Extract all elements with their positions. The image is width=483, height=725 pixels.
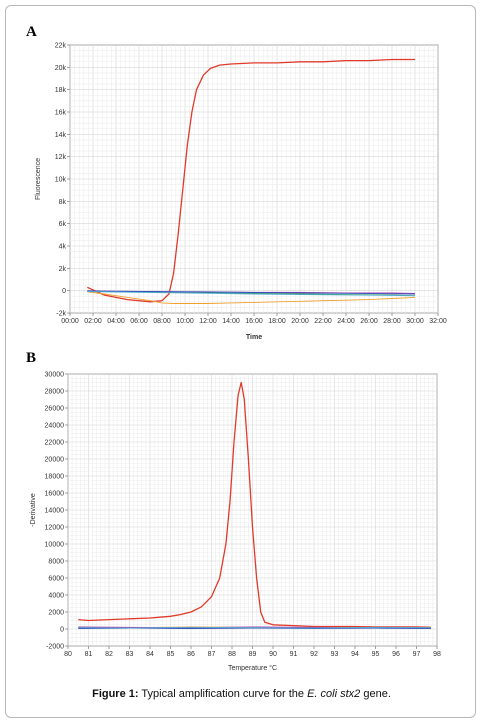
chart-b-series-line-1 bbox=[78, 381, 431, 628]
chart-a-x-tick-label: 18:00 bbox=[268, 318, 286, 325]
chart-b-x-tick-label: 85 bbox=[167, 651, 175, 658]
chart-a-y-tick-label: 18k bbox=[55, 87, 67, 94]
chart-b-x-tick-label: 93 bbox=[331, 651, 339, 658]
chart-a-x-axis-label: Time bbox=[246, 334, 262, 341]
chart-a-x-tick-label: 26:00 bbox=[360, 318, 378, 325]
chart-b-y-tick-label: 28000 bbox=[45, 389, 65, 396]
chart-a-x-tick-label: 06:00 bbox=[130, 318, 148, 325]
chart-b-x-axis-label: Temperature °C bbox=[228, 664, 277, 672]
chart-a-x-tick-label: 30:00 bbox=[406, 318, 424, 325]
chart-b-y-tick-label: 14000 bbox=[45, 508, 65, 515]
caption-text-before: Typical amplification curve for the bbox=[138, 688, 308, 700]
chart-b-x-tick-label: 80 bbox=[64, 651, 72, 658]
chart-a-x-tick-label: 22:00 bbox=[314, 318, 332, 325]
chart-b-x-tick-label: 90 bbox=[269, 651, 277, 658]
chart-b-series-line-6 bbox=[78, 626, 431, 629]
chart-a-x-tick-label: 12:00 bbox=[199, 318, 217, 325]
chart-b-y-tick-label: 6000 bbox=[48, 576, 64, 583]
chart-b-x-tick-label: 81 bbox=[85, 651, 93, 658]
panel-b-letter: B bbox=[26, 350, 36, 366]
chart-a-x-tick-label: 28:00 bbox=[383, 318, 401, 325]
chart-b-y-tick-label: 20000 bbox=[45, 457, 65, 464]
chart-b-x-tick-label: 88 bbox=[228, 651, 236, 658]
chart-a-y-tick-label: -2k bbox=[56, 311, 66, 318]
chart-a-x-tick-label: 14:00 bbox=[222, 318, 240, 325]
chart-b-y-tick-label: 16000 bbox=[45, 491, 65, 498]
figure-caption: Figure 1: Typical amplification curve fo… bbox=[0, 688, 483, 700]
chart-b-x-tick-label: 94 bbox=[351, 651, 359, 658]
chart-b-x-tick-label: 96 bbox=[392, 651, 400, 658]
chart-a-y-tick-label: 14k bbox=[55, 132, 67, 139]
chart-b-x-tick-label: 83 bbox=[126, 651, 134, 658]
chart-b-y-axis-label: -Derivative bbox=[30, 493, 37, 527]
caption-gene: stx2 bbox=[340, 688, 361, 700]
chart-b-y-tick-label: 24000 bbox=[45, 423, 65, 430]
chart-a-y-tick-label: 22k bbox=[55, 43, 67, 50]
chart-b: -2000 0 2000 4000 6000 8000 10000 12000 14000 160… bbox=[30, 372, 441, 673]
chart-b-y-tick-label: 8000 bbox=[48, 559, 64, 566]
caption-organism: E. coli bbox=[307, 688, 338, 700]
chart-a-series-line-2 bbox=[87, 291, 416, 304]
chart-b-x-tick-label: 95 bbox=[372, 651, 380, 658]
chart-a-x-tick-label: 32:00 bbox=[429, 318, 447, 325]
chart-b-x-tick-label: 82 bbox=[105, 651, 113, 658]
chart-a-y-tick-label: 6k bbox=[59, 221, 67, 228]
chart-b-y-tick-label: 0 bbox=[60, 627, 64, 634]
chart-a-x-tick-label: 04:00 bbox=[107, 318, 125, 325]
chart-a-y-tick-label: 0 bbox=[62, 288, 66, 295]
chart-b-x-tick-label: 87 bbox=[208, 651, 216, 658]
chart-b-y-tick-label: 10000 bbox=[45, 542, 65, 549]
caption-label: Figure 1: bbox=[92, 688, 139, 700]
chart-b-x-tick-label: 89 bbox=[249, 651, 257, 658]
chart-b-x-tick-label: 98 bbox=[433, 651, 441, 658]
chart-a-x-tick-label: 24:00 bbox=[337, 318, 355, 325]
chart-b-y-tick-label: 26000 bbox=[45, 406, 65, 413]
chart-a-y-axis-label: Fluorescence bbox=[35, 158, 42, 200]
chart-a-x-tick-label: 02:00 bbox=[84, 318, 102, 325]
chart-b-x-tick-label: 97 bbox=[413, 651, 421, 658]
chart-a-x-tick-label: 08:00 bbox=[153, 318, 171, 325]
chart-a-y-tick-label: 8k bbox=[59, 199, 67, 206]
chart-a-x-tick-label: 00:00 bbox=[61, 318, 79, 325]
panel-a-letter: A bbox=[26, 24, 37, 40]
chart-a: -2k 0 2k 4k 6k 8k 10k 12k 14k 16k 18k 20k 22k 00:00 02… bbox=[35, 43, 447, 342]
chart-a-x-tick-label: 20:00 bbox=[291, 318, 309, 325]
caption-text-after: gene. bbox=[360, 688, 391, 700]
chart-a-x-tick-label: 16:00 bbox=[245, 318, 263, 325]
chart-b-x-tick-label: 86 bbox=[187, 651, 195, 658]
chart-a-y-tick-label: 10k bbox=[55, 177, 67, 184]
chart-a-x-tick-label: 10:00 bbox=[176, 318, 194, 325]
chart-b-y-tick-label: 30000 bbox=[45, 372, 65, 379]
chart-a-y-tick-label: 4k bbox=[59, 244, 67, 251]
chart-b-y-tick-label: -2000 bbox=[46, 644, 64, 651]
chart-b-x-tick-label: 92 bbox=[310, 651, 318, 658]
chart-a-series-line-1 bbox=[87, 58, 415, 303]
chart-a-series-line-5 bbox=[87, 290, 416, 295]
chart-b-x-tick-label: 91 bbox=[290, 651, 298, 658]
chart-b-x-tick-label: 84 bbox=[146, 651, 154, 658]
chart-a-y-tick-label: 2k bbox=[59, 266, 67, 273]
chart-b-y-tick-label: 12000 bbox=[45, 525, 65, 532]
chart-b-y-tick-label: 4000 bbox=[48, 593, 64, 600]
chart-a-y-tick-label: 16k bbox=[55, 110, 67, 117]
chart-b-y-tick-label: 2000 bbox=[48, 610, 64, 617]
chart-a-y-tick-label: 20k bbox=[55, 65, 67, 72]
chart-b-y-tick-label: 18000 bbox=[45, 474, 65, 481]
chart-a-y-tick-label: 12k bbox=[55, 154, 67, 161]
chart-a-series-line-6 bbox=[87, 291, 416, 297]
chart-b-y-tick-label: 22000 bbox=[45, 440, 65, 447]
